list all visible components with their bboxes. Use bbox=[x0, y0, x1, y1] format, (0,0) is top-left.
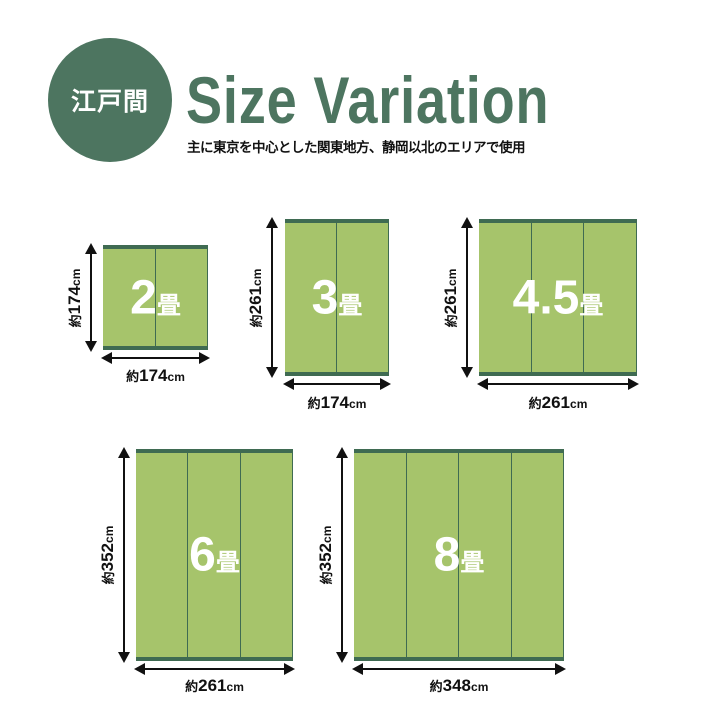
tatami-layout-4.5-jo: 4.5畳 bbox=[479, 219, 638, 376]
width-arrow bbox=[352, 663, 566, 675]
dim-value: 352 bbox=[98, 542, 117, 572]
approx-prefix: 約 bbox=[69, 313, 84, 327]
dim-unit: cm bbox=[167, 370, 185, 384]
height-arrow bbox=[85, 243, 97, 352]
tatami-panel bbox=[337, 223, 389, 372]
jo-count: 4.5 bbox=[512, 271, 580, 324]
width-label: 約174cm bbox=[126, 366, 185, 386]
dim-unit: cm bbox=[226, 680, 244, 694]
page-subtitle: 主に東京を中心とした関東地方、静岡以北のエリアで使用 bbox=[187, 140, 526, 156]
tatami-panel bbox=[479, 223, 532, 372]
width-label: 約261cm bbox=[529, 393, 588, 413]
width-arrow bbox=[101, 352, 210, 364]
jo-count: 2 bbox=[130, 271, 157, 324]
jo-unit: 畳 bbox=[338, 291, 363, 319]
jo-unit: 畳 bbox=[579, 291, 604, 319]
mat-size-label: 2畳 bbox=[103, 270, 208, 325]
tatami-layout-8-jo: 8畳 bbox=[354, 449, 564, 661]
dim-value: 174 bbox=[139, 366, 168, 385]
badge-text: 江戸間 bbox=[70, 87, 149, 116]
tatami-panel bbox=[459, 453, 512, 657]
width-label: 約174cm bbox=[308, 393, 367, 413]
dim-unit: cm bbox=[250, 268, 264, 286]
dim-unit: cm bbox=[69, 268, 83, 286]
dim-value: 261 bbox=[441, 285, 460, 314]
jo-unit: 畳 bbox=[460, 548, 485, 577]
height-label: 約174cm bbox=[65, 268, 85, 327]
tatami-layout-6-jo: 6畳 bbox=[136, 449, 293, 661]
page-title: Size Variation bbox=[186, 63, 550, 137]
height-arrow bbox=[266, 217, 278, 378]
approx-prefix: 約 bbox=[528, 397, 542, 412]
dim-unit: cm bbox=[471, 680, 489, 694]
tatami-panel bbox=[241, 453, 293, 657]
dim-unit: cm bbox=[570, 397, 588, 411]
dim-value: 261 bbox=[246, 285, 265, 314]
dim-value: 261 bbox=[541, 393, 571, 412]
jo-count: 8 bbox=[433, 528, 461, 582]
jo-count: 3 bbox=[311, 271, 339, 324]
mat-size-label: 4.5畳 bbox=[479, 270, 637, 325]
dim-unit: cm bbox=[445, 268, 459, 286]
width-label: 約348cm bbox=[430, 676, 489, 696]
approx-prefix: 約 bbox=[126, 370, 140, 385]
dim-value: 348 bbox=[442, 676, 472, 695]
tatami-layout-3-jo: 3畳 bbox=[285, 219, 389, 376]
tatami-layout-2-jo: 2畳 bbox=[103, 245, 208, 350]
dim-value: 174 bbox=[320, 393, 350, 412]
height-arrow bbox=[461, 217, 473, 378]
dim-unit: cm bbox=[102, 525, 116, 543]
jo-count: 6 bbox=[189, 528, 216, 582]
approx-prefix: 約 bbox=[307, 397, 321, 412]
width-arrow bbox=[134, 663, 295, 675]
width-label: 約261cm bbox=[185, 676, 244, 696]
tatami-panel bbox=[532, 223, 585, 372]
tatami-panel bbox=[156, 249, 208, 346]
jo-unit: 畳 bbox=[156, 291, 181, 319]
approx-prefix: 約 bbox=[185, 680, 199, 695]
approx-prefix: 約 bbox=[429, 680, 443, 695]
approx-prefix: 約 bbox=[102, 571, 117, 585]
edoma-badge: 江戸間 bbox=[48, 38, 172, 162]
dim-value: 352 bbox=[316, 542, 335, 572]
tatami-panel bbox=[407, 453, 459, 657]
dim-unit: cm bbox=[349, 397, 367, 411]
height-label: 約261cm bbox=[441, 268, 461, 327]
tatami-panel bbox=[103, 249, 156, 346]
width-arrow bbox=[477, 378, 639, 390]
dim-value: 261 bbox=[198, 676, 227, 695]
height-label: 約352cm bbox=[316, 526, 336, 585]
height-arrow bbox=[118, 447, 130, 663]
tatami-panel bbox=[584, 223, 638, 372]
tatami-panel bbox=[354, 453, 407, 657]
width-arrow bbox=[283, 378, 391, 390]
dim-unit: cm bbox=[320, 525, 334, 543]
height-label: 約352cm bbox=[98, 526, 118, 585]
height-label: 約261cm bbox=[246, 268, 266, 327]
jo-unit: 畳 bbox=[215, 548, 240, 577]
tatami-panel bbox=[285, 223, 337, 372]
height-arrow bbox=[336, 447, 348, 663]
tatami-panel bbox=[512, 453, 564, 657]
approx-prefix: 約 bbox=[250, 313, 265, 327]
tatami-panel bbox=[136, 453, 189, 657]
tatami-panel bbox=[188, 453, 241, 657]
dim-value: 174 bbox=[65, 285, 84, 314]
mat-size-label: 8畳 bbox=[354, 528, 564, 583]
approx-prefix: 約 bbox=[320, 571, 335, 585]
approx-prefix: 約 bbox=[445, 313, 460, 327]
mat-size-label: 6畳 bbox=[136, 528, 293, 583]
mat-size-label: 3畳 bbox=[285, 270, 389, 325]
